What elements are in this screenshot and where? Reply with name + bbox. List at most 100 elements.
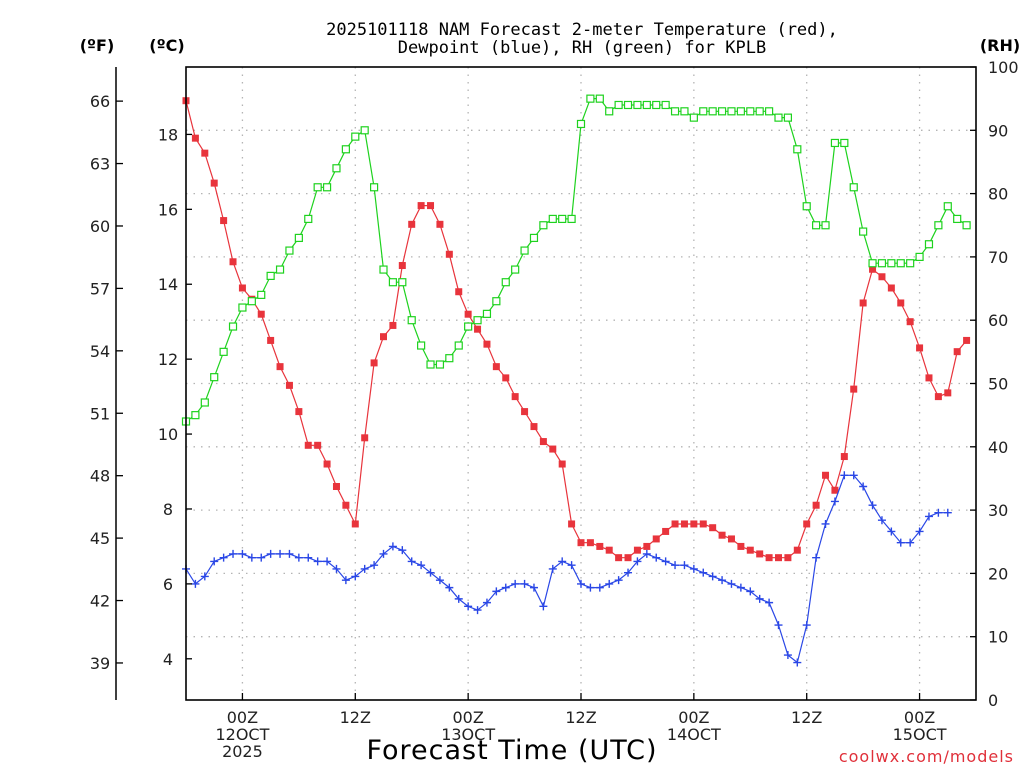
relative-humidity-point bbox=[868, 259, 877, 268]
relative-humidity-point bbox=[887, 259, 896, 268]
dewpoint-point bbox=[746, 587, 755, 596]
2-meter-temperature-point bbox=[925, 374, 933, 382]
2-meter-temperature-point bbox=[342, 501, 350, 509]
2-meter-temperature-point bbox=[916, 344, 924, 352]
x-tick-label: 12Z bbox=[340, 708, 371, 727]
relative-humidity-point bbox=[764, 107, 774, 116]
relative-humidity-point bbox=[812, 221, 821, 230]
2-meter-temperature-point bbox=[756, 550, 764, 558]
dewpoint-point bbox=[755, 594, 764, 603]
dewpoint-point bbox=[812, 553, 821, 562]
dewpoint-point bbox=[332, 564, 341, 573]
relative-humidity-point bbox=[407, 316, 416, 325]
dewpoint-point bbox=[793, 658, 802, 667]
dewpoint-point bbox=[388, 542, 397, 551]
2-meter-temperature-point bbox=[765, 554, 773, 562]
relative-humidity-point bbox=[191, 411, 200, 420]
dewpoint-point bbox=[464, 602, 473, 611]
relative-humidity-point bbox=[736, 107, 745, 116]
dewpoint-point bbox=[595, 583, 604, 592]
2-meter-temperature-point bbox=[455, 288, 463, 296]
dewpoint-point bbox=[417, 561, 426, 570]
dewpoint-point bbox=[294, 553, 303, 562]
relative-humidity-point bbox=[727, 107, 736, 116]
dewpoint-point bbox=[398, 546, 407, 555]
relative-humidity-point bbox=[417, 341, 426, 350]
relative-humidity-point bbox=[322, 183, 332, 192]
dewpoint-point bbox=[624, 568, 633, 577]
relative-humidity-point bbox=[934, 221, 943, 230]
2-meter-temperature-point bbox=[944, 389, 952, 397]
dewpoint-point bbox=[783, 651, 792, 660]
dewpoint-point bbox=[567, 561, 576, 570]
x-tick-label: 12OCT bbox=[215, 725, 269, 744]
dewpoint-point bbox=[426, 568, 435, 577]
2-meter-temperature-point bbox=[436, 220, 444, 228]
dewpoint-point bbox=[558, 557, 567, 566]
rh-tick-label: 10 bbox=[988, 628, 1008, 647]
rh-tick-label: 30 bbox=[988, 501, 1008, 520]
relative-humidity-point bbox=[633, 100, 642, 110]
dewpoint-point bbox=[671, 561, 680, 570]
dewpoint-point bbox=[915, 527, 924, 536]
2-meter-temperature-point bbox=[633, 546, 641, 554]
2-meter-temperature-point bbox=[605, 546, 613, 554]
relative-humidity-point bbox=[285, 246, 294, 255]
relative-humidity-point bbox=[445, 354, 454, 363]
dewpoint-point bbox=[802, 621, 811, 630]
dewpoint-point bbox=[774, 621, 783, 630]
dewpoint-point bbox=[680, 561, 689, 570]
dewpoint-point bbox=[511, 579, 520, 588]
relative-humidity-point bbox=[708, 107, 717, 116]
2-meter-temperature-point bbox=[643, 542, 651, 550]
relative-humidity-point bbox=[482, 309, 492, 318]
relative-humidity-point bbox=[567, 214, 576, 224]
dewpoint-line bbox=[185, 474, 948, 664]
chart-title-line-2: Dewpoint (blue), RH (green) for KPLB bbox=[398, 38, 766, 58]
relative-humidity-point bbox=[689, 113, 698, 122]
dewpoint-point bbox=[727, 579, 736, 588]
fahrenheit-tick-label: 42 bbox=[90, 592, 110, 611]
relative-humidity-point bbox=[369, 183, 379, 192]
2-meter-temperature-point bbox=[934, 393, 942, 401]
2-meter-temperature-point bbox=[549, 445, 557, 453]
fahrenheit-tick-label: 45 bbox=[90, 529, 110, 548]
relative-humidity-point bbox=[464, 322, 473, 331]
dewpoint-point bbox=[210, 557, 219, 566]
relative-humidity-point bbox=[896, 259, 905, 268]
relative-humidity-point bbox=[642, 100, 651, 110]
dewpoint-point bbox=[896, 538, 905, 547]
2-meter-temperature-point bbox=[314, 441, 322, 449]
dewpoint-point bbox=[529, 583, 538, 592]
2-meter-temperature-point bbox=[727, 535, 735, 543]
2-meter-temperature-point bbox=[831, 486, 839, 494]
dewpoint-point bbox=[191, 579, 200, 588]
relative-humidity-point bbox=[849, 183, 858, 192]
relative-humidity-point bbox=[257, 290, 266, 299]
relative-humidity-point bbox=[699, 107, 708, 116]
2-meter-temperature-point bbox=[323, 460, 331, 468]
dewpoint-point bbox=[943, 508, 952, 517]
relative-humidity-point bbox=[586, 94, 595, 103]
2-meter-temperature-point bbox=[304, 441, 312, 449]
2-meter-temperature-point bbox=[257, 310, 265, 318]
2-meter-temperature-point bbox=[502, 374, 510, 382]
dewpoint-point bbox=[605, 579, 614, 588]
2-meter-temperature-point bbox=[276, 363, 284, 371]
dewpoint-point bbox=[341, 576, 350, 585]
relative-humidity-point bbox=[332, 164, 341, 173]
relative-humidity-point bbox=[906, 259, 915, 268]
2-meter-temperature-point bbox=[398, 262, 406, 270]
relative-humidity-point bbox=[802, 202, 811, 211]
2-meter-temperature-point bbox=[389, 321, 397, 329]
relative-humidity-point bbox=[558, 214, 567, 224]
2-meter-temperature-point bbox=[906, 318, 914, 326]
dewpoint-point bbox=[285, 549, 294, 558]
2-meter-temperature-point bbox=[191, 134, 199, 142]
dewpoint-point bbox=[360, 564, 369, 573]
relative-humidity-point bbox=[924, 240, 934, 249]
dewpoint-point bbox=[313, 557, 322, 566]
dewpoint-point bbox=[520, 579, 529, 588]
fahrenheit-tick-label: 51 bbox=[90, 404, 110, 423]
fahrenheit-tick-label: 54 bbox=[90, 342, 110, 361]
